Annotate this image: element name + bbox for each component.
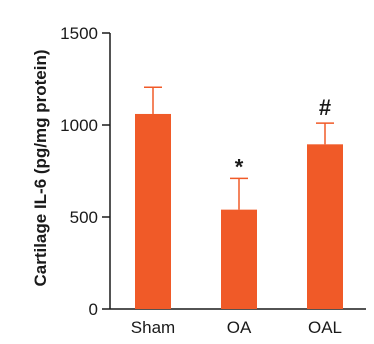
significance-marker: # (319, 95, 331, 120)
x-tick-label: Sham (131, 318, 175, 337)
significance-marker: * (235, 154, 244, 179)
bar (307, 144, 343, 309)
x-tick-label: OA (227, 318, 252, 337)
y-tick-label: 1000 (60, 116, 98, 135)
y-tick-label: 500 (70, 208, 98, 227)
error-bars-group (144, 86, 334, 210)
y-tick-label: 1500 (60, 24, 98, 43)
y-axis: 0 500 1000 1500 (60, 24, 111, 319)
y-tick-label: 0 (89, 300, 98, 319)
bars-group (135, 113, 343, 310)
y-axis-title: Cartilage IL-6 (pg/mg protein) (31, 49, 50, 286)
annotations-group: *# (235, 95, 331, 179)
bar (135, 113, 171, 310)
bar (221, 209, 257, 309)
x-axis: Sham OA OAL (110, 308, 366, 337)
x-tick-label: OAL (308, 318, 342, 337)
